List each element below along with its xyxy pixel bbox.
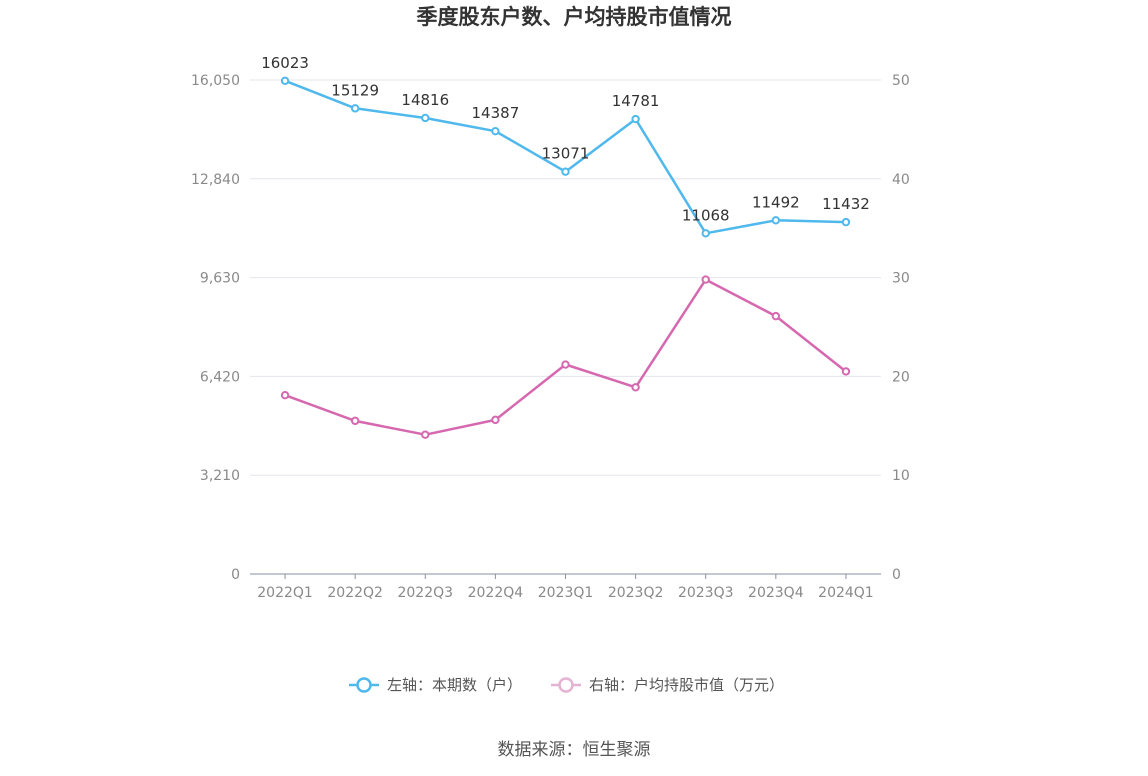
data-point[interactable] <box>491 126 500 136</box>
left-axis-tick-label: 3,210 <box>200 468 240 484</box>
x-axis-tick-label: 2022Q1 <box>257 585 313 601</box>
right-axis-tick-label: 50 <box>892 73 910 89</box>
data-label: 14816 <box>401 91 449 109</box>
axes: 0 3,210 6,420 9,630 12,840 16,050 0 10 20 30 40 50 2… <box>191 73 910 601</box>
left-axis-tick-label: 12,840 <box>191 172 240 188</box>
x-axis-tick-label: 2024Q1 <box>818 585 874 601</box>
series-lines <box>280 76 851 439</box>
left-axis-tick-label: 6,420 <box>200 369 240 385</box>
data-point[interactable] <box>561 360 570 369</box>
right-axis-tick-label: 30 <box>892 271 910 287</box>
data-point[interactable] <box>701 229 710 238</box>
series-line-1 <box>284 278 847 436</box>
data-label: 14387 <box>472 104 520 122</box>
data-point[interactable] <box>771 311 781 321</box>
data-point[interactable] <box>701 275 710 284</box>
data-label: 11432 <box>822 195 870 213</box>
data-point[interactable] <box>631 383 640 392</box>
legend-label: 右轴：户均持股市值（万元） <box>589 676 784 694</box>
data-point[interactable] <box>421 113 430 123</box>
data-point[interactable] <box>350 416 360 426</box>
left-axis-tick-label: 16,050 <box>191 73 240 89</box>
x-axis-tick-label: 2022Q2 <box>327 585 383 601</box>
data-labels: 16023 15129 14816 14387 13071 14781 11068 11492… <box>261 54 870 225</box>
legend-label: 左轴：本期数（户） <box>387 676 522 694</box>
data-point[interactable] <box>561 167 570 176</box>
right-axis-tick-label: 40 <box>892 172 910 188</box>
legend-marker <box>558 677 574 693</box>
legend-item-1[interactable]: 右轴：户均持股市值（万元） <box>551 676 784 694</box>
x-axis-tick-label: 2023Q4 <box>748 585 804 601</box>
data-label: 13071 <box>542 145 590 163</box>
data-point[interactable] <box>841 217 851 227</box>
data-point[interactable] <box>631 114 640 124</box>
legend-item-0[interactable]: 左轴：本期数（户） <box>349 676 522 694</box>
data-point[interactable] <box>350 104 360 113</box>
x-axis-tick-label: 2023Q3 <box>678 585 734 601</box>
data-point[interactable] <box>280 390 290 400</box>
x-axis-tick-label: 2023Q1 <box>538 585 594 601</box>
x-axis-tick-label: 2022Q4 <box>468 585 524 601</box>
legend-marker <box>356 677 372 693</box>
data-label: 15129 <box>331 81 379 99</box>
data-point[interactable] <box>841 367 851 376</box>
data-label: 16023 <box>261 54 309 72</box>
left-axis-tick-label: 0 <box>231 567 240 583</box>
right-axis-tick-label: 10 <box>892 468 910 484</box>
left-axis-tick-label: 9,630 <box>200 271 240 287</box>
data-label: 14781 <box>612 92 660 110</box>
right-axis-tick-label: 20 <box>892 369 910 385</box>
legend[interactable]: 左轴：本期数（户） 右轴：户均持股市值（万元） <box>349 676 784 694</box>
data-label: 11492 <box>752 193 800 211</box>
data-label: 11068 <box>682 206 730 224</box>
chart-title: 季度股东户数、户均持股市值情况 <box>417 5 732 29</box>
grid-lines <box>250 79 881 476</box>
data-point[interactable] <box>771 216 781 225</box>
x-axis-tick-label: 2022Q3 <box>397 585 453 601</box>
data-source: 数据来源：恒生聚源 <box>498 740 651 760</box>
data-point[interactable] <box>491 415 500 425</box>
data-point[interactable] <box>421 430 430 439</box>
right-axis-tick-label: 0 <box>892 567 901 583</box>
data-point[interactable] <box>280 76 290 86</box>
x-axis-tick-label: 2023Q2 <box>608 585 664 601</box>
